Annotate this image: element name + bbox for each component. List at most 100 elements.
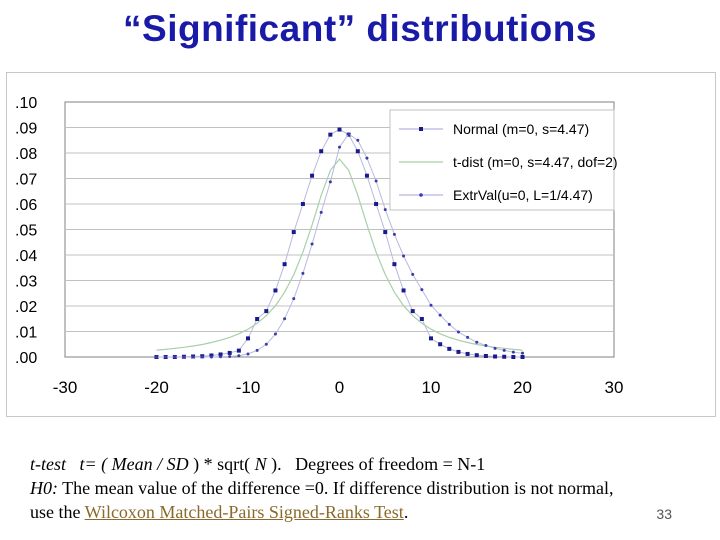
legend: Normal (m=0, s=4.47) t-dist (m=0, s=4.47,… — [389, 109, 618, 211]
data-point — [310, 173, 315, 178]
data-point — [402, 254, 406, 258]
data-point — [364, 173, 369, 178]
data-point — [520, 355, 525, 359]
data-point — [383, 230, 388, 235]
data-point — [420, 288, 424, 292]
data-point — [283, 317, 287, 321]
data-point — [356, 138, 360, 142]
data-point — [483, 353, 488, 358]
data-point — [347, 132, 351, 136]
y-tick-label: .07 — [15, 172, 37, 189]
data-point — [328, 132, 333, 137]
data-point — [328, 180, 332, 184]
data-point — [374, 202, 379, 206]
series-lines — [154, 127, 525, 359]
series-line — [156, 158, 523, 351]
page-number: 33 — [656, 506, 672, 522]
formula-mid: ) * sqrt( — [188, 454, 255, 474]
series-2 — [156, 158, 523, 351]
body-text: t-test t= ( Mean / SD ) * sqrt( N ). Deg… — [30, 452, 710, 524]
x-tick-label: 30 — [605, 378, 624, 397]
data-point — [310, 242, 314, 246]
data-point — [447, 346, 452, 351]
legend-label: ExtrVal(u=0, L=1/4.47) — [453, 187, 593, 203]
data-point — [465, 351, 470, 356]
legend-marker — [419, 193, 423, 197]
data-point — [438, 313, 442, 317]
data-point — [319, 210, 323, 214]
data-point — [521, 351, 524, 355]
data-point — [255, 348, 259, 352]
y-tick-label: .00 — [15, 350, 37, 367]
data-point — [475, 340, 479, 344]
data-point — [228, 354, 232, 358]
data-point — [264, 309, 269, 314]
data-point — [264, 342, 268, 346]
data-point — [273, 332, 277, 336]
data-point — [511, 350, 515, 354]
y-tick-label: .04 — [15, 248, 37, 265]
formula-slash: / — [152, 454, 167, 474]
x-tick-labels: -30 -20 -10 0 10 20 30 — [53, 378, 624, 397]
x-tick-label: -10 — [236, 378, 261, 397]
legend-box — [389, 109, 615, 211]
data-point — [429, 336, 433, 341]
y-tick-label: .10 — [15, 95, 37, 112]
data-point — [227, 350, 232, 355]
wilcoxon-line: use the Wilcoxon Matched-Pairs Signed-Ra… — [30, 500, 710, 524]
data-point — [173, 355, 177, 359]
data-point — [338, 145, 341, 149]
wilcoxon-suffix: . — [403, 502, 409, 522]
y-tick-label: .03 — [15, 274, 37, 291]
data-point — [392, 232, 396, 236]
data-point — [456, 330, 460, 334]
formula-mean: Mean — [111, 454, 153, 474]
legend-item: ExtrVal(u=0, L=1/4.47) — [399, 187, 593, 203]
data-point — [319, 149, 324, 154]
legend-label: t-dist (m=0, s=4.47, dof=2) — [453, 154, 618, 170]
formula-end: ). — [266, 454, 282, 474]
dof-text: Degrees of freedom = N-1 — [295, 454, 486, 474]
data-point — [155, 355, 158, 359]
ttest-line: t-test t= ( Mean / SD ) * sqrt( N ). Deg… — [30, 452, 710, 476]
formula-n: N — [254, 454, 267, 474]
wilcoxon-link[interactable]: Wilcoxon Matched-Pairs Signed-Ranks Test — [84, 502, 404, 522]
data-point — [502, 354, 507, 359]
data-point — [219, 355, 223, 359]
data-point — [291, 230, 296, 235]
data-point — [502, 348, 506, 352]
h0-text: The mean value of the difference =0. If … — [58, 478, 614, 498]
y-tick-labels: .00 .01 .02 .03 .04 .05 .06 .07 .08 .09 .10 — [15, 95, 37, 367]
y-tick-label: .09 — [15, 121, 37, 138]
h0-label: H0: — [30, 478, 58, 498]
data-point — [246, 352, 250, 356]
data-point — [511, 355, 516, 359]
y-tick-label: .08 — [15, 146, 37, 163]
data-point — [273, 288, 278, 293]
x-tick-label: 10 — [422, 378, 441, 397]
data-point — [282, 262, 287, 267]
x-tick-label: -30 — [53, 378, 78, 397]
data-point — [236, 348, 241, 353]
data-point — [429, 303, 433, 307]
data-point — [456, 349, 461, 354]
series-1 — [154, 127, 525, 359]
x-tick-label: -20 — [144, 378, 169, 397]
data-point — [301, 271, 305, 275]
data-point — [419, 317, 424, 322]
y-tick-label: .02 — [15, 299, 37, 316]
data-point — [447, 322, 451, 326]
data-point — [493, 354, 498, 359]
formula-sd: SD — [166, 454, 189, 474]
data-point — [300, 202, 305, 206]
y-tick-label: .01 — [15, 325, 37, 342]
data-point — [218, 352, 223, 357]
data-point — [484, 344, 488, 348]
data-point — [292, 297, 296, 301]
data-point — [438, 342, 443, 347]
data-point — [410, 309, 415, 314]
legend-marker — [419, 127, 423, 131]
formula-prefix: t= ( — [79, 454, 112, 474]
chart-container: .00 .01 .02 .03 .04 .05 .06 .07 .08 .09 .10 -30 -20… — [6, 72, 716, 417]
data-point — [466, 335, 470, 339]
